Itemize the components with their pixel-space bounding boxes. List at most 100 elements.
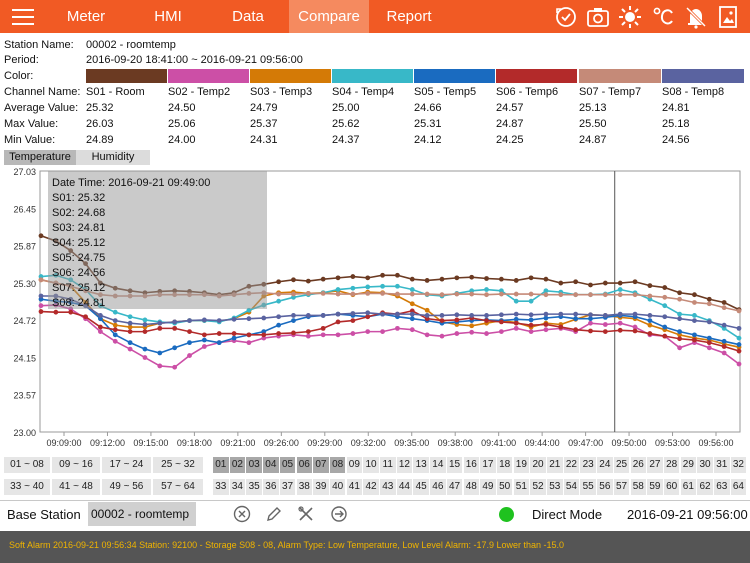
menu-icon[interactable] (0, 0, 46, 33)
sensor-button[interactable]: 52 (530, 479, 546, 495)
sensor-button[interactable]: 42 (363, 479, 379, 495)
sensor-button[interactable]: 51 (513, 479, 530, 495)
sensor-button[interactable]: 53 (547, 479, 563, 495)
alarm-off-icon[interactable] (683, 4, 709, 30)
sensor-button[interactable]: 15 (446, 457, 463, 473)
export-icon[interactable] (330, 505, 348, 523)
sensor-button[interactable]: 21 (547, 457, 563, 473)
sensor-button[interactable]: 14 (430, 457, 446, 473)
sensor-button[interactable]: 39 (313, 479, 329, 495)
data-point (142, 317, 148, 323)
sensor-button[interactable]: 46 (430, 479, 446, 495)
tab-humidity[interactable]: Humidity (76, 150, 150, 165)
camera-icon[interactable] (585, 4, 611, 30)
tab-hmi[interactable]: HMI (154, 8, 182, 25)
sensor-group-button[interactable]: 25 ~ 32 (153, 457, 203, 473)
tab-meter[interactable]: Meter (66, 8, 106, 25)
sensor-button[interactable]: 20 (530, 457, 546, 473)
sensor-button[interactable]: 33 (213, 479, 229, 495)
tab-data[interactable]: Data (232, 8, 264, 25)
sensor-button[interactable]: 43 (380, 479, 396, 495)
sensor-button[interactable]: 18 (496, 457, 513, 473)
sensor-button[interactable]: 60 (663, 479, 680, 495)
sensor-button[interactable]: 05 (279, 457, 296, 473)
sensor-button[interactable]: 62 (697, 479, 713, 495)
clear-icon[interactable] (233, 505, 251, 523)
sensor-button[interactable]: 24 (597, 457, 613, 473)
alarm-bar[interactable]: Soft Alarm 2016-09-21 09:56:34 Station: … (0, 531, 750, 563)
sensor-button[interactable]: 27 (647, 457, 663, 473)
sensor-button[interactable]: 04 (263, 457, 279, 473)
sensor-button[interactable]: 54 (563, 479, 580, 495)
sensor-button[interactable]: 61 (680, 479, 697, 495)
sensor-button[interactable]: 07 (313, 457, 329, 473)
sensor-button[interactable]: 29 (680, 457, 697, 473)
sensor-button[interactable]: 13 (413, 457, 429, 473)
celsius-icon[interactable] (651, 4, 677, 30)
sensor-button[interactable]: 11 (380, 457, 396, 473)
sensor-button[interactable]: 28 (663, 457, 680, 473)
data-point (320, 276, 326, 282)
sensor-group-button[interactable]: 01 ~ 08 (4, 457, 50, 473)
channel-min-value: 24.00 (168, 134, 196, 146)
sensor-group-button[interactable]: 17 ~ 24 (102, 457, 151, 473)
sensor-button[interactable]: 12 (396, 457, 413, 473)
channel-max-value: 25.31 (414, 118, 442, 130)
sensor-button[interactable]: 57 (613, 479, 630, 495)
sensor-button[interactable]: 59 (647, 479, 663, 495)
sensor-button[interactable]: 35 (246, 479, 262, 495)
data-point (528, 317, 534, 323)
sensor-button[interactable]: 25 (613, 457, 630, 473)
sensor-button[interactable]: 38 (296, 479, 312, 495)
sensor-button[interactable]: 56 (597, 479, 613, 495)
data-point (365, 291, 371, 296)
sensor-button[interactable]: 09 (346, 457, 363, 473)
sensor-group-button[interactable]: 57 ~ 64 (153, 479, 203, 495)
sensor-button[interactable]: 23 (580, 457, 596, 473)
sensor-button[interactable]: 17 (480, 457, 496, 473)
sensor-button[interactable]: 41 (346, 479, 363, 495)
sensor-group-button[interactable]: 49 ~ 56 (102, 479, 151, 495)
sensor-button[interactable]: 47 (446, 479, 463, 495)
tab-temperature[interactable]: Temperature (4, 150, 76, 165)
sensor-button[interactable]: 36 (263, 479, 279, 495)
channel-max-value: 26.03 (86, 118, 114, 130)
sensor-button[interactable]: 44 (396, 479, 413, 495)
data-point (647, 331, 653, 336)
sensor-group-button[interactable]: 09 ~ 16 (52, 457, 100, 473)
sensor-button[interactable]: 22 (563, 457, 580, 473)
tab-report[interactable]: Report (386, 8, 432, 25)
sensor-button[interactable]: 31 (714, 457, 730, 473)
sensor-button[interactable]: 40 (329, 479, 346, 495)
sensor-group-button[interactable]: 33 ~ 40 (4, 479, 50, 495)
sensor-button[interactable]: 50 (496, 479, 513, 495)
sensor-button[interactable]: 55 (580, 479, 596, 495)
sensor-button[interactable]: 32 (730, 457, 747, 473)
sun-icon[interactable] (617, 4, 643, 30)
sensor-button[interactable]: 01 (213, 457, 229, 473)
sensor-group-button[interactable]: 41 ~ 48 (52, 479, 100, 495)
sensor-button[interactable]: 30 (697, 457, 713, 473)
cycle-icon[interactable] (553, 4, 579, 30)
sensor-button[interactable]: 45 (413, 479, 429, 495)
tools-icon[interactable] (297, 505, 315, 523)
image-icon[interactable] (715, 4, 741, 30)
sensor-button[interactable]: 06 (296, 457, 312, 473)
sensor-button[interactable]: 16 (463, 457, 479, 473)
sensor-button[interactable]: 37 (279, 479, 296, 495)
sensor-button[interactable]: 26 (630, 457, 646, 473)
tab-compare[interactable]: Compare (289, 0, 369, 33)
base-station-input[interactable]: 00002 - roomtemp (88, 502, 196, 526)
sensor-button[interactable]: 34 (229, 479, 246, 495)
sensor-button[interactable]: 63 (714, 479, 730, 495)
sensor-button[interactable]: 49 (480, 479, 496, 495)
sensor-button[interactable]: 03 (246, 457, 262, 473)
sensor-button[interactable]: 08 (329, 457, 346, 473)
sensor-button[interactable]: 48 (463, 479, 479, 495)
sensor-button[interactable]: 58 (630, 479, 646, 495)
edit-icon[interactable] (265, 505, 283, 523)
sensor-button[interactable]: 64 (730, 479, 747, 495)
sensor-button[interactable]: 10 (363, 457, 379, 473)
sensor-button[interactable]: 19 (513, 457, 530, 473)
sensor-button[interactable]: 02 (229, 457, 246, 473)
